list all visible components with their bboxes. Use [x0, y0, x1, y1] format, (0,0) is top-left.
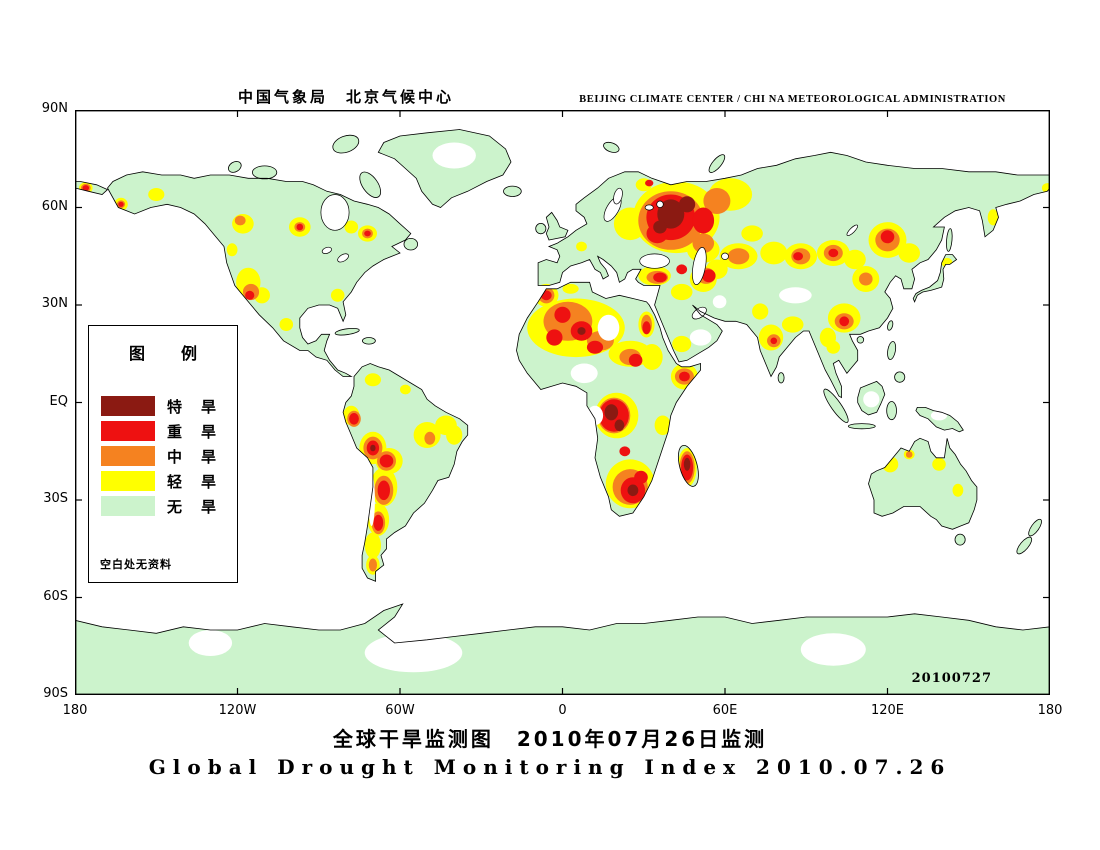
- footer-title-cn: 全球干旱监测图 2010年07月26日监测: [332, 727, 768, 751]
- legend-swatch: [101, 496, 155, 516]
- world-map: 图 例 特 旱 重 旱 中 旱 轻 旱: [74, 109, 1051, 696]
- legend-swatch: [101, 421, 155, 441]
- footer-title-en: Global Drought Monitoring Index 2010.07.…: [148, 755, 952, 779]
- legend-title: 图 例: [128, 344, 207, 363]
- lon-label: 120W: [218, 703, 257, 718]
- lon-label: 0: [558, 703, 567, 718]
- legend-rows: 特 旱 重 旱 中 旱 轻 旱 无 旱: [101, 396, 237, 516]
- lat-label: 30N: [41, 296, 68, 311]
- lat-label: EQ: [49, 393, 68, 409]
- legend-item: 中 旱: [101, 446, 237, 466]
- header-title-en: BEIJING CLIMATE CENTER / CHI NA METEOROL…: [579, 94, 1006, 105]
- lon-label: 180: [1037, 703, 1063, 718]
- legend-item-label: 中 旱: [167, 447, 219, 466]
- lat-label: 60N: [41, 198, 68, 214]
- legend-box: 图 例 特 旱 重 旱 中 旱 轻 旱: [88, 325, 238, 583]
- map-date-stamp: 20100727: [911, 671, 992, 686]
- lon-label: 60W: [385, 703, 415, 718]
- legend-item-label: 轻 旱: [167, 472, 219, 491]
- legend-item-label: 重 旱: [167, 422, 219, 441]
- legend-item: 无 旱: [101, 496, 237, 516]
- legend-note: 空白处无资料: [100, 558, 172, 571]
- legend-swatch: [101, 446, 155, 466]
- legend-swatch: [101, 396, 155, 416]
- legend-item-label: 无 旱: [167, 497, 219, 516]
- lat-label: 60S: [43, 588, 68, 604]
- map-canvas: [74, 109, 1051, 696]
- lon-label: 120E: [870, 703, 905, 718]
- lat-label: 30S: [43, 491, 68, 506]
- legend-item: 特 旱: [101, 396, 237, 416]
- legend-item: 轻 旱: [101, 471, 237, 491]
- lat-label: 90S: [43, 686, 68, 701]
- lon-label: 180: [62, 703, 88, 718]
- header-title-cn: 中国气象局 北京气候中心: [238, 88, 455, 106]
- lat-label: 90N: [41, 101, 68, 116]
- legend-item-label: 特 旱: [167, 397, 219, 416]
- legend-swatch: [101, 471, 155, 491]
- lon-label: 60E: [712, 703, 738, 718]
- legend-item: 重 旱: [101, 421, 237, 441]
